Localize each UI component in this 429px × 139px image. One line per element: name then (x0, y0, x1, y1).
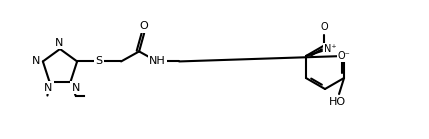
Text: S: S (96, 56, 103, 66)
Text: O: O (320, 22, 328, 32)
Text: O⁻: O⁻ (338, 51, 350, 61)
Text: N⁺: N⁺ (324, 44, 337, 54)
Text: N: N (31, 56, 40, 66)
Text: HO: HO (329, 97, 346, 107)
Text: N: N (55, 38, 63, 48)
Text: N: N (44, 83, 53, 93)
Text: N: N (72, 83, 80, 93)
Text: NH: NH (149, 56, 166, 66)
Text: O: O (140, 21, 148, 31)
